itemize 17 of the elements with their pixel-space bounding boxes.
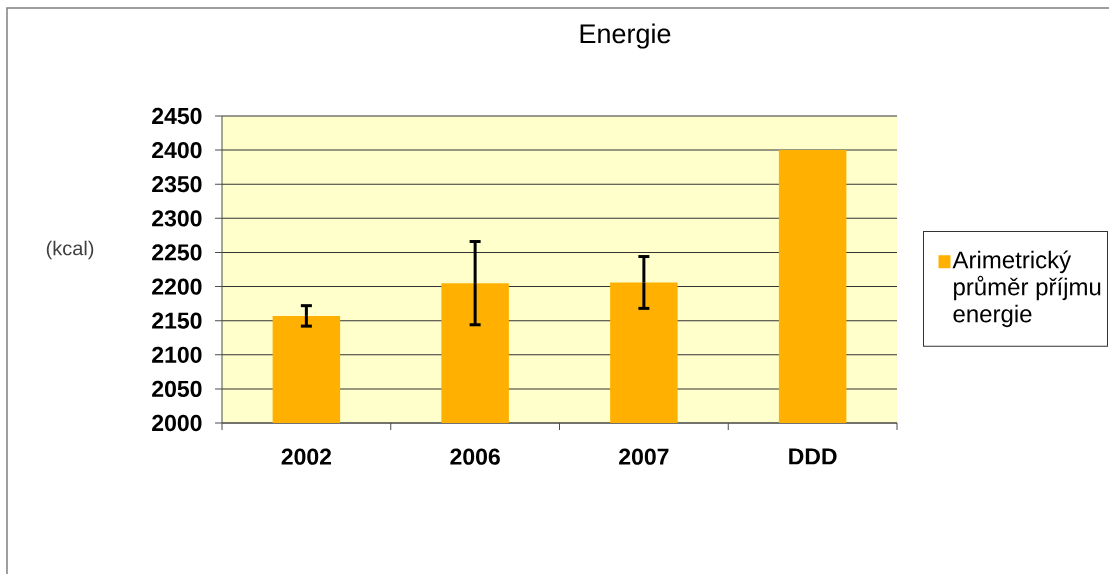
legend-label: Arimetrický průměr příjmu energie bbox=[952, 250, 1101, 328]
y-axis-title: (kcal) bbox=[46, 240, 94, 260]
y-tick-label: 2350 bbox=[152, 176, 202, 193]
x-tick-label: 2007 bbox=[619, 448, 669, 465]
y-tick-label: 2100 bbox=[152, 346, 202, 363]
x-tick-label: 2006 bbox=[450, 448, 500, 465]
y-tick-label: 2450 bbox=[152, 107, 202, 125]
y-tick-label: 2050 bbox=[152, 380, 202, 398]
y-tick-label: 2150 bbox=[152, 312, 202, 329]
x-tick-label: DDD bbox=[789, 448, 837, 465]
y-tick-label: 2000 bbox=[152, 414, 202, 432]
y-tick-label: 2300 bbox=[152, 210, 202, 227]
chart-title: Energie bbox=[580, 23, 671, 49]
y-tick-label: 2400 bbox=[152, 141, 202, 159]
y-tick-label: 2200 bbox=[152, 278, 202, 295]
x-tick-label: 2002 bbox=[281, 448, 332, 465]
y-tick-label: 2250 bbox=[152, 244, 202, 261]
